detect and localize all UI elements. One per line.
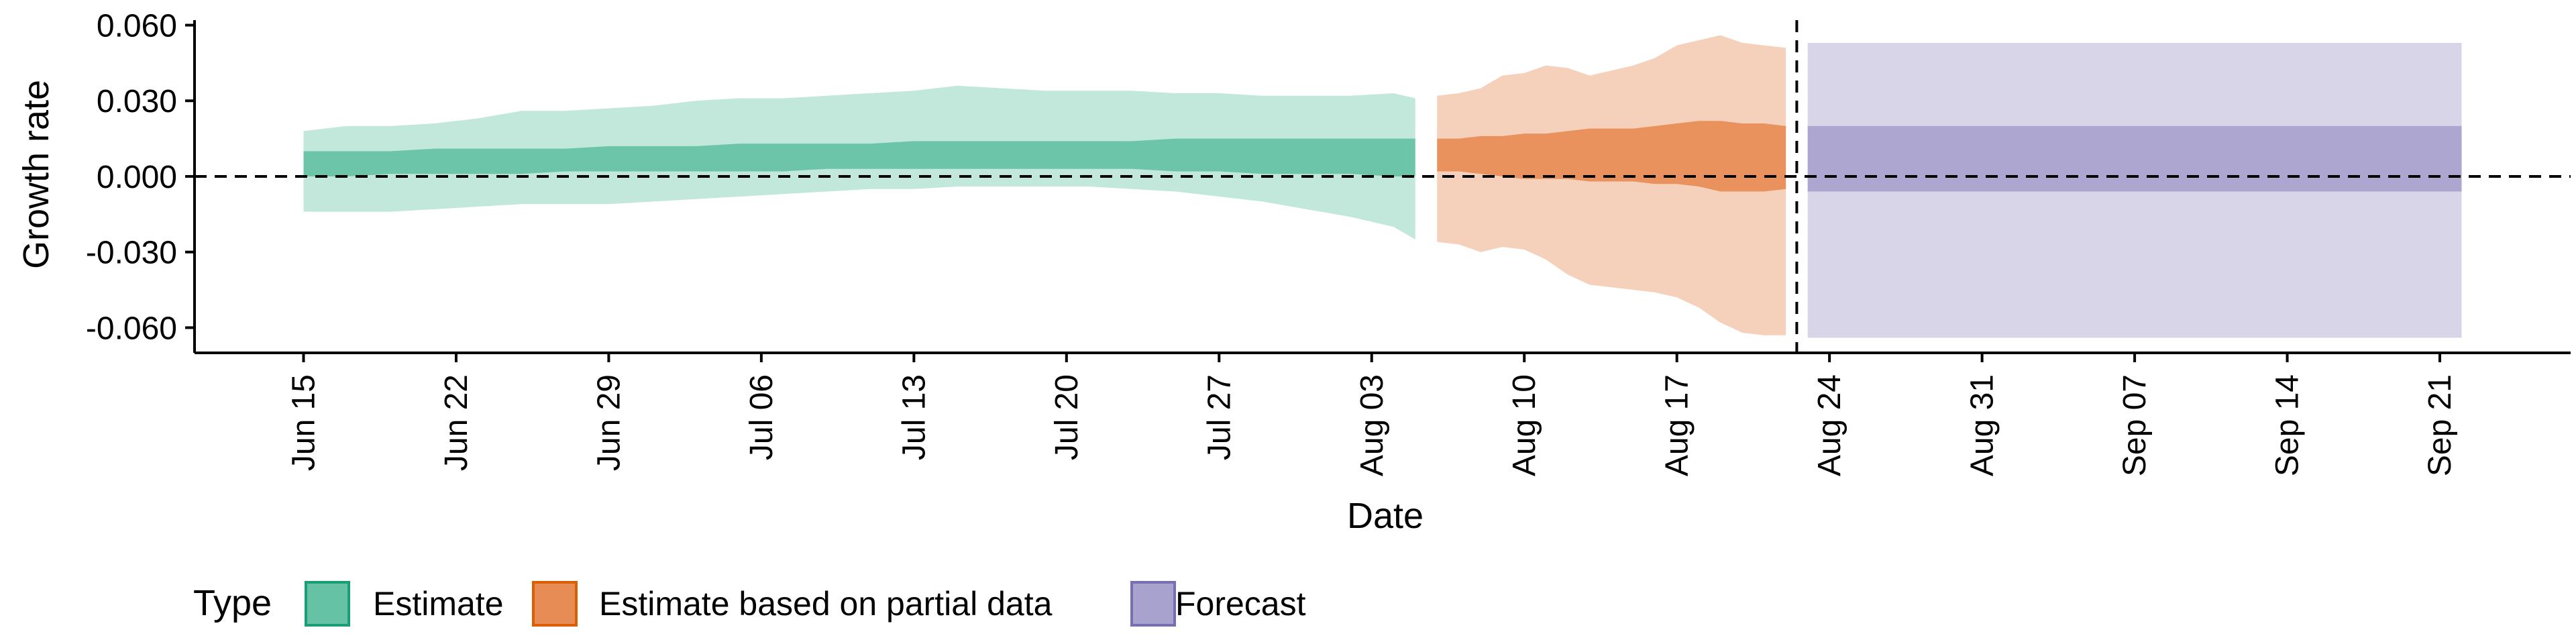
x-tick-label: Sep 07	[2117, 374, 2153, 476]
y-tick-label: 0.060	[97, 9, 177, 44]
x-tick-label: Jul 06	[744, 374, 780, 460]
legend-item-forecast: Forecast	[1130, 581, 1306, 627]
series-estimate-based-on-partial-data	[1437, 35, 1786, 335]
x-axis-title: Date	[1347, 496, 1424, 536]
band-inner-forecast	[1807, 125, 2462, 192]
legend-label-forecast: Forecast	[1175, 585, 1306, 623]
legend-title: Type	[193, 583, 272, 623]
x-tick-label: Aug 03	[1354, 374, 1390, 476]
x-tick-label: Jul 27	[1201, 374, 1237, 460]
x-tick-label: Jun 22	[439, 374, 474, 471]
plot-area	[195, 20, 2571, 353]
y-tick-label: -0.060	[86, 311, 177, 346]
y-tick-label: 0.030	[97, 84, 177, 119]
band-outer-estimate-based-on-partial-data	[1437, 35, 1786, 335]
x-tick-label: Aug 24	[1812, 374, 1847, 476]
band-inner-estimate-based-on-partial-data	[1437, 121, 1786, 192]
y-tick-label: -0.030	[86, 235, 177, 271]
x-tick-label: Jun 15	[286, 374, 321, 471]
legend: Type Estimate Estimate based on partial …	[193, 581, 1306, 627]
series-forecast	[1807, 42, 2462, 338]
legend-item-estimate-partial: Estimate based on partial data	[532, 581, 1053, 627]
x-tick-label: Aug 31	[1965, 374, 2000, 476]
x-tick-label: Jun 29	[591, 374, 627, 471]
axes: -0.060 -0.030 0.000 0.030 0.060 Jun 15 Jun 22 J…	[86, 9, 2571, 476]
x-tick-label: Sep 21	[2422, 374, 2458, 476]
band-inner-estimate	[303, 138, 1415, 176]
x-tick-label: Aug 17	[1660, 374, 1695, 476]
x-tick-label: Jul 13	[896, 374, 932, 460]
legend-label-estimate: Estimate	[373, 585, 504, 623]
series-estimate	[303, 85, 1415, 239]
x-tick-label: Sep 14	[2270, 374, 2306, 476]
legend-swatch-estimate	[305, 581, 350, 627]
x-tick-label: Jul 20	[1049, 374, 1085, 460]
legend-swatch-forecast	[1130, 581, 1176, 627]
y-axis-title: Growth rate	[16, 80, 56, 269]
legend-swatch-estimate-partial	[532, 581, 578, 627]
y-tick-label: 0.000	[97, 160, 177, 195]
x-tick-label: Aug 10	[1507, 374, 1542, 476]
legend-label-estimate-partial: Estimate based on partial data	[599, 585, 1053, 623]
legend-item-estimate: Estimate	[305, 581, 504, 627]
